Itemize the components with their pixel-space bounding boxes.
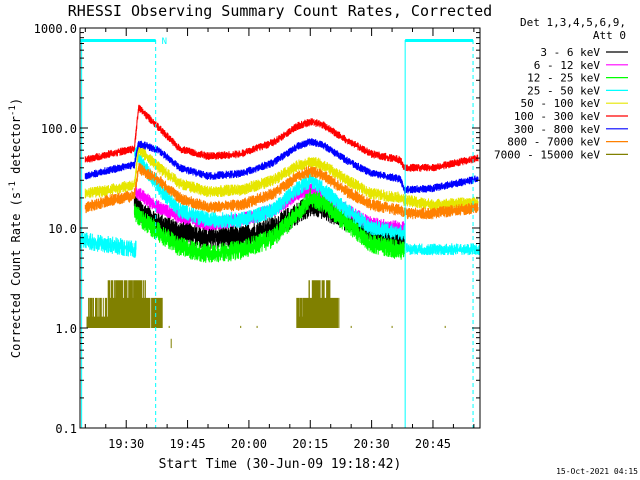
legend-label-1: 6 - 12 keV xyxy=(534,59,601,72)
series-line-2 xyxy=(133,188,405,263)
legend-header-detectors: Det 1,3,4,5,6,9, xyxy=(520,16,626,29)
legend-label-5: 100 - 300 keV xyxy=(514,110,600,123)
legend-label-6: 300 - 800 keV xyxy=(514,123,600,136)
timestamp: 15-Oct-2021 04:15 xyxy=(556,467,638,476)
series-line-3 xyxy=(133,146,405,241)
legend-label-7: 800 - 7000 keV xyxy=(507,136,600,149)
y-axis-label-sup1: -1 xyxy=(8,181,18,192)
y-tick-label-0: 0.1 xyxy=(55,422,77,436)
x-tick-label-3: 20:15 xyxy=(292,437,328,451)
y-axis-label: Corrected Count Rate (s-1 detector-1) xyxy=(8,98,23,358)
y-axis-label-main: Corrected Count Rate (s xyxy=(9,192,23,358)
x-tick-label-2: 20:00 xyxy=(231,437,267,451)
legend-header-attenuator: Att 0 xyxy=(593,29,626,42)
legend-label-4: 50 - 100 keV xyxy=(521,97,601,110)
plot-area: N xyxy=(79,37,481,428)
x-tick-label-4: 20:30 xyxy=(354,437,390,451)
y-tick-label-1: 1.0 xyxy=(55,322,77,336)
legend-label-2: 12 - 25 keV xyxy=(527,72,600,85)
y-axis-label-end: ) xyxy=(9,98,23,105)
legend-label-8: 7000 - 15000 keV xyxy=(494,148,600,161)
x-axis-label: Start Time (30-Jun-09 19:18:42) xyxy=(159,457,402,472)
legend-label-0: 3 - 6 keV xyxy=(540,46,600,59)
x-tick-label-5: 20:45 xyxy=(415,437,451,451)
series-line-3-early xyxy=(79,232,137,258)
y-tick-label-3: 100.0 xyxy=(41,122,77,136)
series-line-7 xyxy=(84,162,479,220)
x-tick-label-1: 19:45 xyxy=(170,437,206,451)
y-axis-label-mid: detector xyxy=(9,116,23,181)
y-tick-label-2: 10.0 xyxy=(48,222,77,236)
series-line-8 xyxy=(86,280,446,349)
svg-text:Corrected Count Rate (s-1 dete: Corrected Count Rate (s-1 detector-1) xyxy=(8,98,23,358)
series-line-4 xyxy=(84,144,479,211)
flag-bar-2 xyxy=(405,39,474,42)
tick-labels: 19:30 19:45 20:00 20:15 20:30 20:45 0.1 1.0 10.0… xyxy=(34,22,451,451)
series-line-6 xyxy=(84,138,479,194)
flag-n-label: N xyxy=(162,37,167,47)
series-line-3-late xyxy=(405,243,481,256)
flag-bar-1 xyxy=(80,39,156,42)
chart-title: RHESSI Observing Summary Count Rates, Co… xyxy=(68,2,492,20)
x-tick-label-0: 19:30 xyxy=(108,437,144,451)
y-tick-label-4: 1000.0 xyxy=(34,22,77,36)
y-axis-label-sup2: -1 xyxy=(8,105,18,116)
legend-label-3: 25 - 50 keV xyxy=(527,84,600,97)
axes xyxy=(79,27,481,429)
series-line-5 xyxy=(84,104,479,172)
